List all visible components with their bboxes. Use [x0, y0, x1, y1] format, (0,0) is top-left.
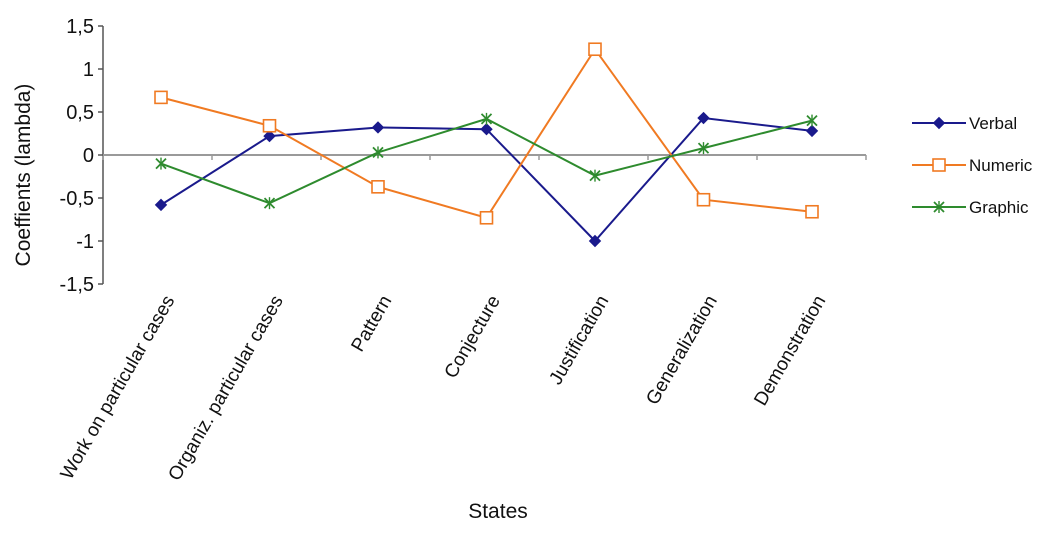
verbal-point: [154, 198, 168, 212]
y-tick-label: 1: [83, 59, 94, 81]
verbal-point: [805, 124, 819, 138]
numeric-point: [588, 42, 602, 57]
series-layer: [154, 42, 819, 248]
legend-label: Verbal: [969, 114, 1017, 133]
x-tick-label: Demonstration: [750, 292, 830, 410]
x-tick-label: Organiz. particular cases: [165, 292, 288, 485]
numeric-point: [479, 210, 494, 225]
x-tick-label: Justification: [546, 292, 614, 388]
series-graphic: [155, 112, 818, 210]
numeric-point: [805, 204, 819, 219]
verbal-point: [697, 111, 710, 125]
legend-marker: [932, 116, 946, 130]
graphic-point: [155, 157, 167, 170]
graphic-point: [806, 114, 818, 127]
y-tick-label: 1,5: [66, 16, 94, 38]
graphic-point: [263, 197, 276, 210]
graphic-point: [697, 142, 710, 155]
x-axis-title: States: [468, 500, 528, 523]
verbal-point: [263, 129, 276, 143]
legend-item-graphic: Graphic: [912, 198, 1029, 217]
y-tick-label: 0,5: [66, 102, 94, 124]
verbal-point: [588, 234, 602, 248]
graphic-point: [480, 112, 493, 125]
legend-label: Graphic: [969, 198, 1029, 217]
legend-marker: [932, 158, 946, 172]
numeric-point: [696, 192, 711, 207]
y-tick-label: -0,5: [60, 188, 94, 210]
series-numeric: [154, 42, 819, 225]
x-tick-label: Generalization: [642, 292, 721, 409]
x-tick-label: Pattern: [348, 292, 397, 356]
y-tick-label: -1: [76, 231, 94, 253]
y-tick-label: 0: [83, 145, 94, 167]
verbal-point: [480, 122, 493, 136]
legend-item-numeric: Numeric: [912, 156, 1033, 175]
graphic-point: [372, 146, 384, 159]
x-tick-label: Work on particular cases: [57, 292, 180, 483]
series-verbal: [154, 111, 819, 248]
verbal-point: [371, 121, 385, 134]
y-axis-title: Coeffients (lambda): [12, 84, 35, 267]
legend: Verbal Numeric Graphic: [912, 114, 1033, 217]
legend-item-verbal: Verbal: [912, 114, 1017, 133]
graphic-point: [589, 169, 601, 182]
numeric-point: [262, 118, 277, 133]
legend-label: Numeric: [969, 156, 1033, 175]
numeric-point: [371, 180, 385, 194]
x-tick-label: Conjecture: [441, 292, 505, 382]
y-tick-label: -1,5: [60, 274, 94, 296]
legend-marker: [933, 201, 945, 213]
numeric-point: [154, 90, 168, 105]
